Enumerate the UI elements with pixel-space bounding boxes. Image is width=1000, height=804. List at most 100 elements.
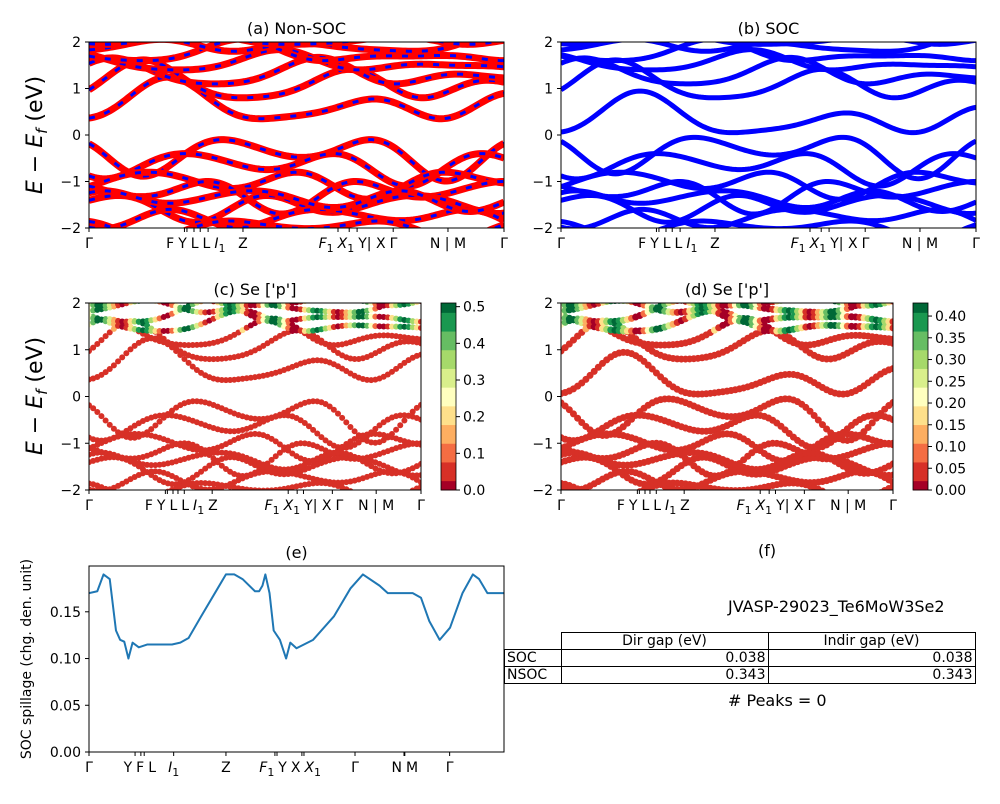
- band-point: [783, 303, 787, 304]
- band-point: [133, 303, 136, 304]
- band-point: [376, 422, 383, 429]
- band-point: [889, 416, 893, 424]
- axes-frame: [88, 41, 505, 229]
- band-point: [414, 291, 420, 297]
- band-point: [410, 292, 416, 298]
- band-point: [193, 471, 200, 478]
- band-point: [599, 496, 606, 503]
- band-point: [136, 497, 142, 503]
- band-point: [310, 426, 317, 433]
- band-point: [607, 496, 614, 503]
- band-point: [139, 466, 146, 473]
- band-point: [326, 313, 333, 320]
- band-line: [561, 88, 976, 136]
- x-tick-label: L: [203, 236, 211, 252]
- band-point: [156, 418, 163, 425]
- colorbar-segment: [913, 303, 928, 309]
- x-tick-label: Y: [156, 498, 166, 514]
- band-point: [152, 327, 159, 334]
- band-point: [152, 422, 159, 429]
- x-tick-label: F: [166, 236, 174, 252]
- x-tick-label: Γ: [85, 498, 93, 514]
- colorbar-segment: [441, 443, 456, 449]
- band-point: [326, 403, 333, 410]
- band-point: [394, 303, 398, 304]
- colorbar-segment: [441, 345, 456, 351]
- x-tick-label: Γ: [390, 236, 398, 252]
- band-point: [815, 294, 822, 301]
- band-point: [157, 290, 163, 296]
- colorbar: [440, 302, 457, 491]
- band-point: [189, 303, 196, 308]
- colorbar-tick-label: 0.25: [935, 374, 966, 390]
- band-point: [185, 342, 192, 349]
- table-cell: SOC: [504, 649, 562, 667]
- band-point: [418, 324, 421, 331]
- band-point: [388, 470, 395, 477]
- band-point: [102, 333, 109, 340]
- x-tick-label: I1: [168, 760, 179, 779]
- band-point: [616, 293, 623, 300]
- band-point: [670, 294, 677, 301]
- band-point: [889, 439, 893, 447]
- colorbar-segment: [441, 475, 456, 482]
- colorbar-segment: [913, 471, 928, 477]
- band-point: [102, 485, 109, 490]
- x-tick-label: Γ: [335, 498, 343, 514]
- colorbar-segment: [913, 447, 928, 454]
- band-point: [115, 358, 122, 365]
- band-point: [649, 289, 656, 296]
- band-point: [388, 368, 395, 375]
- band-point: [868, 419, 876, 427]
- table-cell: 0.343: [767, 666, 976, 684]
- colorbar-segment: [913, 485, 928, 491]
- band-point: [127, 346, 134, 353]
- axes-frame: [560, 302, 894, 491]
- band-point: [347, 295, 353, 301]
- colorbar-segment: [441, 461, 456, 468]
- band-line: [561, 54, 976, 87]
- x-tick-label: N: [392, 760, 402, 776]
- colorbar-tick-label: 0.5: [463, 300, 485, 316]
- band-point: [773, 303, 780, 305]
- colorbar-segment: [441, 321, 456, 327]
- band-point: [208, 303, 211, 304]
- x-tick-label: Y: [177, 236, 187, 252]
- band-point: [347, 322, 354, 329]
- band-point: [786, 296, 793, 303]
- y-tick-label: 0: [544, 128, 553, 144]
- colorbar-segment: [441, 307, 456, 313]
- colorbar-tick-label: 0.2: [463, 410, 485, 426]
- band-point: [591, 493, 598, 500]
- x-tick-label: L: [148, 760, 156, 776]
- band-point: [418, 401, 421, 408]
- band-point: [318, 314, 325, 321]
- band-point: [272, 318, 279, 325]
- band-point: [599, 303, 606, 305]
- band-point: [106, 365, 113, 372]
- band-point: [829, 303, 833, 304]
- colorbar-segment: [441, 391, 456, 397]
- band-point: [144, 293, 150, 299]
- table-header: Dir gap (eV): [560, 632, 769, 650]
- x-tick-label: Y: [277, 760, 287, 776]
- band-point: [587, 491, 594, 498]
- y-tick-label: 1: [544, 82, 553, 98]
- band-point: [877, 292, 884, 299]
- band-point: [330, 313, 337, 320]
- colorbar-segment: [441, 326, 456, 332]
- colorbar-segment: [441, 387, 456, 393]
- colorbar-segment: [441, 312, 456, 318]
- band-point: [347, 423, 354, 430]
- colorbar-segment: [913, 419, 928, 426]
- x-tick-label: X1: [337, 236, 355, 255]
- x-tick-label: Γ: [85, 760, 93, 776]
- y-tick-label: 0: [72, 390, 81, 406]
- colorbar-segment: [441, 471, 456, 477]
- x-tick-label: Γ: [557, 236, 565, 252]
- colorbar-segment: [913, 326, 928, 332]
- band-point: [181, 290, 187, 296]
- band-line-blue: [89, 42, 503, 46]
- band-point: [343, 419, 350, 426]
- band-point: [169, 289, 175, 295]
